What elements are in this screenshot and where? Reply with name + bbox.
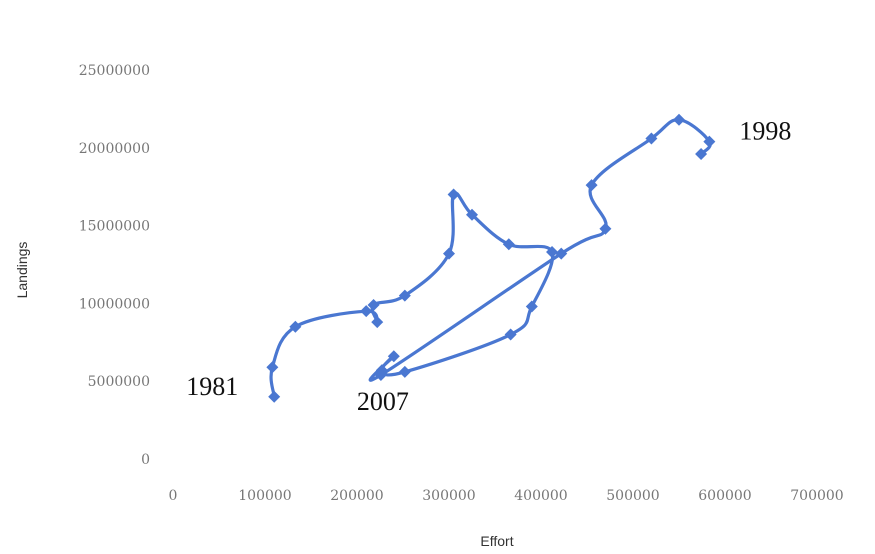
x-axis-title: Effort	[480, 533, 513, 549]
data-point-marker	[371, 316, 384, 329]
data-point-marker	[673, 113, 685, 126]
y-tick-label: 15000000	[79, 219, 150, 235]
data-point-marker	[268, 390, 281, 403]
data-point-marker	[504, 328, 517, 341]
data-point-marker	[443, 247, 455, 260]
x-tick-label: 500000	[606, 488, 659, 504]
data-point-marker	[546, 246, 559, 259]
y-tick-label: 20000000	[79, 141, 150, 157]
data-point-marker	[502, 238, 515, 251]
y-axis-title: Landings	[14, 242, 30, 299]
x-tick-label: 700000	[790, 488, 843, 504]
year-annotations: 1981 1998 2007	[186, 117, 791, 416]
series-group	[266, 113, 716, 403]
year-annotation: 2007	[357, 387, 409, 416]
data-point-marker	[289, 320, 302, 333]
data-point-marker	[525, 300, 538, 313]
x-axis-ticks: 0 100000 200000 300000 400000 500000 600000 700…	[169, 488, 844, 504]
series-line	[269, 118, 712, 399]
y-tick-label: 10000000	[79, 296, 150, 312]
y-tick-label: 0	[141, 452, 150, 468]
data-point-marker	[398, 289, 411, 302]
x-tick-label: 600000	[698, 488, 751, 504]
x-tick-label: 200000	[330, 488, 383, 504]
data-point-marker	[374, 368, 387, 381]
data-point-marker	[555, 247, 568, 260]
year-annotation: 1998	[739, 117, 791, 146]
y-tick-label: 5000000	[88, 374, 150, 390]
data-point-marker	[703, 135, 716, 148]
x-tick-label: 400000	[514, 488, 567, 504]
y-tick-label: 25000000	[79, 63, 150, 79]
data-point-marker	[398, 365, 411, 378]
x-tick-label: 300000	[422, 488, 475, 504]
data-point-marker	[360, 305, 373, 318]
x-tick-label: 0	[169, 488, 178, 504]
data-point-marker	[387, 350, 400, 363]
data-point-marker	[447, 188, 460, 201]
data-point-marker	[599, 222, 612, 235]
data-point-marker	[266, 361, 279, 374]
data-point-marker	[367, 298, 380, 311]
x-tick-label: 100000	[238, 488, 291, 504]
data-point-marker	[466, 208, 478, 221]
year-annotation: 1981	[186, 372, 238, 401]
data-point-marker	[645, 132, 658, 145]
data-point-marker	[585, 179, 598, 192]
data-point-marker	[695, 148, 708, 161]
y-axis-ticks: 0 5000000 10000000 15000000 20000000 25000000	[79, 63, 150, 468]
